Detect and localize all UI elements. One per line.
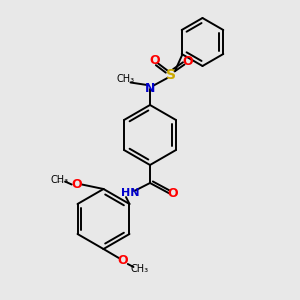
Text: S: S — [166, 68, 176, 82]
Text: O: O — [167, 187, 178, 200]
Text: N: N — [145, 82, 155, 95]
Text: O: O — [118, 254, 128, 268]
Text: O: O — [71, 178, 82, 191]
Text: methoxy: methoxy — [58, 181, 64, 182]
Text: CH₃: CH₃ — [51, 175, 69, 185]
Text: CH₃: CH₃ — [117, 74, 135, 85]
Text: O: O — [182, 55, 193, 68]
Text: O: O — [149, 53, 160, 67]
Text: HN: HN — [121, 188, 140, 199]
Text: CH₃: CH₃ — [130, 264, 148, 274]
